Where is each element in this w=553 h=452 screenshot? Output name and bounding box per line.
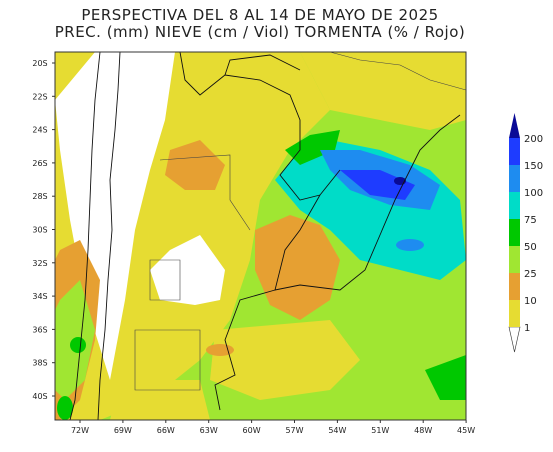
longitude-label: 45W bbox=[457, 426, 475, 435]
latitude-label: 32S bbox=[32, 259, 47, 268]
axes: 20S 22S 24S 26S 28S 30S 32S 34S 36S 38S 40S 72W 69W 6… bbox=[32, 59, 475, 435]
latitude-label: 20S bbox=[32, 59, 47, 68]
colorbar-label: 200 bbox=[524, 134, 543, 145]
longitude-label: 51W bbox=[371, 426, 389, 435]
colorbar-bin bbox=[509, 246, 520, 273]
colorbar-label: 25 bbox=[524, 269, 537, 280]
colorbar-bin bbox=[509, 165, 520, 192]
longitude-label: 54W bbox=[328, 426, 346, 435]
colorbar-label: 100 bbox=[524, 188, 543, 199]
longitude-label: 63W bbox=[200, 426, 218, 435]
longitude-label: 60W bbox=[243, 426, 261, 435]
longitude-label: 57W bbox=[285, 426, 303, 435]
title: PERSPECTIVA DEL 8 AL 14 DE MAYO DE 2025 bbox=[81, 6, 438, 24]
map-frame bbox=[54, 51, 467, 421]
colorbar-under bbox=[508, 326, 521, 353]
latitude-label: 26S bbox=[32, 159, 47, 168]
colorbar-bin bbox=[509, 138, 520, 165]
longitude-label: 66W bbox=[157, 426, 175, 435]
borders bbox=[69, 51, 467, 421]
latitude-label: 22S bbox=[32, 92, 47, 101]
colorbar-over bbox=[509, 113, 520, 138]
latitude-label: 24S bbox=[32, 126, 47, 135]
colorbar-bin bbox=[509, 300, 520, 327]
latitude-label: 30S bbox=[32, 226, 47, 235]
colorbar: 1 10 25 50 75 100 150 200 bbox=[508, 113, 543, 353]
colorbar-label: 10 bbox=[524, 296, 537, 307]
subtitle: PREC. (mm) NIEVE (cm / Viol) TORMENTA (%… bbox=[55, 23, 466, 41]
latitude-label: 34S bbox=[32, 292, 47, 301]
latitude-label: 40S bbox=[32, 392, 47, 401]
precipitation-field bbox=[55, 52, 466, 420]
colorbar-bin bbox=[509, 273, 520, 300]
latitude-label: 38S bbox=[32, 359, 47, 368]
colorbar-label: 1 bbox=[524, 323, 530, 334]
longitude-label: 72W bbox=[71, 426, 89, 435]
latitude-label: 36S bbox=[32, 325, 47, 334]
colorbar-label: 50 bbox=[524, 242, 537, 253]
longitude-label: 69W bbox=[114, 426, 132, 435]
colorbar-label: 75 bbox=[524, 215, 537, 226]
colorbar-bin bbox=[509, 219, 520, 246]
colorbar-bin bbox=[509, 192, 520, 219]
colorbar-label: 150 bbox=[524, 161, 543, 172]
latitude-label: 28S bbox=[32, 192, 47, 201]
longitude-label: 48W bbox=[414, 426, 432, 435]
